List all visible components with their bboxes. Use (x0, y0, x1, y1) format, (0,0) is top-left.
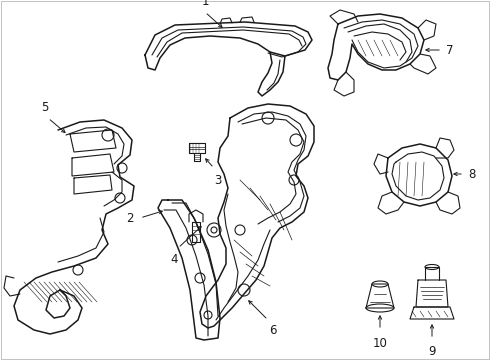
Text: 10: 10 (372, 337, 388, 350)
Text: 4: 4 (170, 253, 178, 266)
Text: 8: 8 (468, 167, 475, 180)
Text: 9: 9 (428, 345, 436, 358)
Text: 6: 6 (269, 324, 277, 337)
Text: 1: 1 (201, 0, 209, 8)
Text: 7: 7 (446, 44, 454, 57)
Text: 3: 3 (214, 174, 221, 187)
Text: 2: 2 (126, 211, 134, 225)
Text: 5: 5 (41, 101, 49, 114)
